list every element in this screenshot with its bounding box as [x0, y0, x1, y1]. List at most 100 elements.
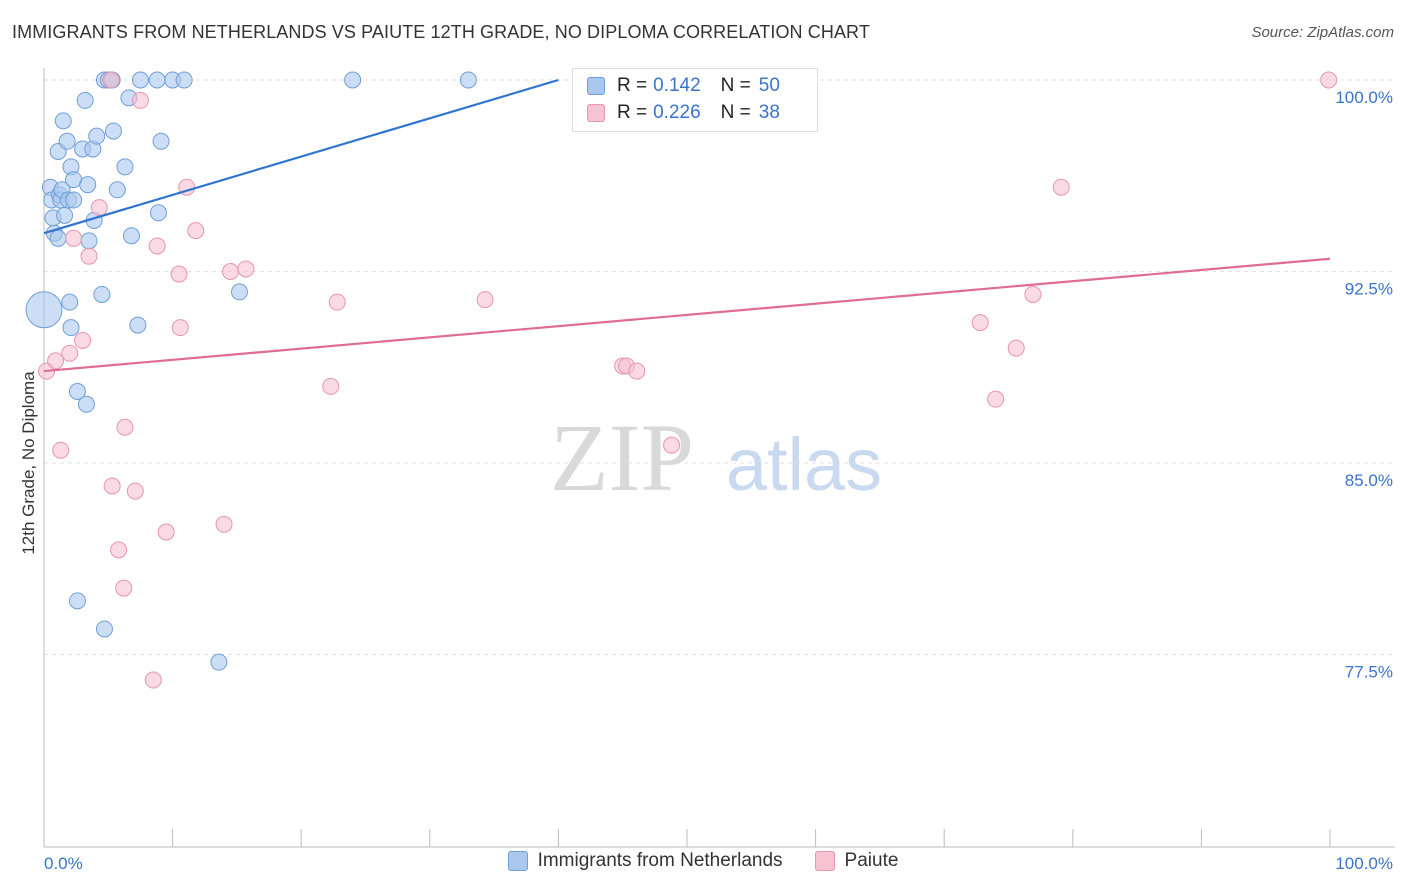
point-netherlands: [80, 232, 98, 250]
r-label: R =: [617, 102, 648, 123]
point-netherlands: [459, 71, 477, 89]
point-paiute: [322, 377, 340, 395]
n-label: N =: [720, 102, 751, 123]
point-paiute: [476, 291, 494, 309]
point-netherlands: [148, 71, 166, 89]
point-paiute: [103, 477, 121, 495]
legend-row-paiute: R = 0.226 N = 38: [587, 100, 780, 126]
watermark-atlas: atlas: [726, 423, 882, 506]
point-netherlands: [68, 592, 86, 610]
trend-line: [43, 78, 559, 235]
point-netherlands: [54, 112, 72, 130]
point-netherlands: [129, 316, 147, 334]
point-paiute: [628, 362, 646, 380]
point-netherlands: [95, 620, 113, 638]
point-netherlands: [152, 132, 170, 150]
r-value: 0.226: [653, 102, 701, 123]
point-paiute: [126, 482, 144, 500]
point-netherlands: [49, 229, 67, 247]
legend-item-paiute[interactable]: Paiute: [814, 850, 899, 872]
tick-labels: 100.0% 92.5% 85.0% 77.5% 0.0% 100.0%: [44, 88, 1393, 873]
trend-line: [43, 257, 1331, 373]
point-paiute: [74, 331, 92, 349]
r-label: R =: [617, 75, 648, 96]
legend-label: Paiute: [844, 850, 899, 871]
n-value: 38: [758, 102, 780, 123]
point-netherlands: [116, 158, 134, 176]
r-value: 0.142: [653, 75, 701, 96]
point-netherlands: [104, 122, 122, 140]
y-axis-label: 12th Grade, No Diploma: [19, 371, 38, 555]
point-paiute: [52, 441, 70, 459]
point-paiute: [237, 260, 255, 278]
legend-label: Immigrants from Netherlands: [537, 850, 783, 871]
point-netherlands: [56, 206, 74, 224]
point-netherlands: [149, 204, 167, 222]
point-netherlands: [58, 132, 76, 150]
point-paiute: [116, 418, 134, 436]
point-netherlands: [108, 181, 126, 199]
point-paiute: [110, 541, 128, 559]
source-label: Source: ZipAtlas.com: [1251, 24, 1394, 41]
point-netherlands: [62, 319, 80, 337]
point-paiute: [1024, 285, 1042, 303]
point-netherlands: [88, 127, 106, 145]
point-paiute: [1007, 339, 1025, 357]
point-netherlands: [230, 283, 248, 301]
point-paiute: [971, 314, 989, 332]
point-paiute: [80, 247, 98, 265]
point-paiute: [157, 523, 175, 541]
x-tick-label: 100.0%: [1335, 854, 1393, 873]
n-value: 50: [758, 75, 780, 96]
point-netherlands: [131, 71, 149, 89]
point-paiute: [148, 237, 166, 255]
correlation-legend: R = 0.142 N = 50 R = 0.226 N = 38: [572, 68, 818, 132]
legend-item-netherlands[interactable]: Immigrants from Netherlands: [507, 850, 783, 872]
point-paiute: [987, 390, 1005, 408]
point-netherlands: [65, 171, 83, 189]
point-netherlands: [175, 71, 193, 89]
trend-lines: [43, 78, 1331, 373]
point-paiute: [47, 352, 65, 370]
data-points: [25, 71, 1338, 689]
point-paiute: [144, 671, 162, 689]
point-paiute: [131, 91, 149, 109]
x-tick-label: 0.0%: [44, 854, 83, 873]
point-paiute: [65, 229, 83, 247]
point-netherlands: [68, 383, 86, 401]
y-tick-label: 77.5%: [1345, 663, 1393, 682]
point-paiute: [115, 579, 133, 597]
point-paiute: [1052, 178, 1070, 196]
blue-swatch: [587, 77, 605, 95]
pink-swatch: [814, 851, 835, 871]
point-paiute: [215, 515, 233, 533]
n-label: N =: [720, 75, 751, 96]
point-paiute: [328, 293, 346, 311]
point-paiute: [663, 436, 681, 454]
axes: [43, 68, 1395, 848]
pink-swatch: [587, 104, 605, 122]
y-tick-label: 100.0%: [1335, 88, 1393, 107]
point-paiute: [102, 71, 120, 89]
point-paiute: [187, 222, 205, 240]
blue-swatch: [507, 851, 528, 871]
point-paiute: [1320, 71, 1338, 89]
gridlines: [44, 79, 1395, 655]
point-netherlands: [210, 653, 228, 671]
point-netherlands: [76, 91, 94, 109]
point-netherlands: [344, 71, 362, 89]
y-tick-label: 85.0%: [1345, 471, 1393, 490]
point-netherlands: [65, 191, 83, 209]
watermark: ZIP atlas: [550, 404, 882, 511]
legend-row-netherlands: R = 0.142 N = 50: [587, 73, 780, 99]
point-netherlands: [61, 293, 79, 311]
y-tick-label: 92.5%: [1345, 280, 1393, 299]
series-legend: Immigrants from Netherlands Paiute: [0, 850, 1406, 872]
point-netherlands: [122, 227, 140, 245]
point-paiute: [90, 199, 108, 217]
chart-title: IMMIGRANTS FROM NETHERLANDS VS PAIUTE 12…: [12, 22, 870, 42]
point-netherlands: [77, 395, 95, 413]
point-netherlands: [25, 291, 63, 329]
point-paiute: [221, 263, 239, 280]
